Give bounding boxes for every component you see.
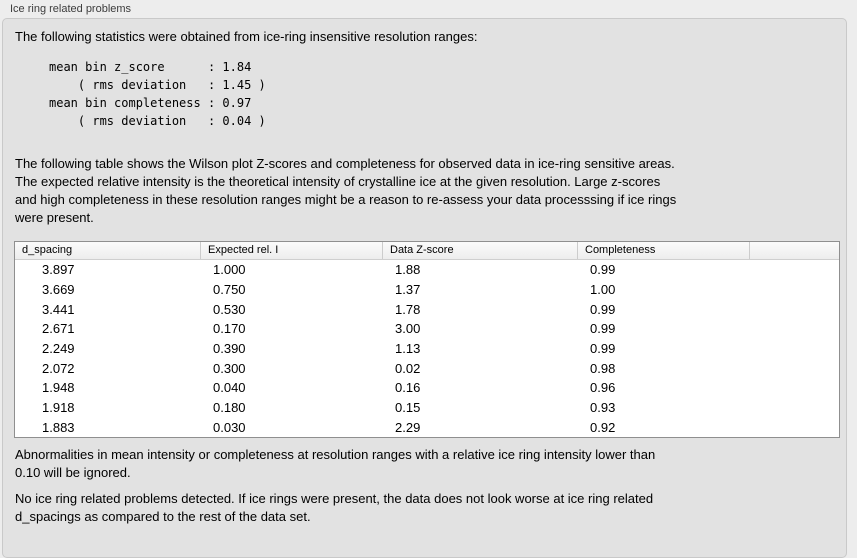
table-cell: 0.99 bbox=[590, 262, 616, 278]
table-cell: 3.441 bbox=[42, 301, 75, 317]
table-cell: 0.390 bbox=[213, 341, 246, 357]
table-cell: 0.040 bbox=[213, 380, 246, 396]
column-header-expected-rel-i[interactable]: Expected rel. I bbox=[200, 242, 382, 259]
column-header-data-z-score[interactable]: Data Z-score bbox=[382, 242, 577, 259]
column-header-filler bbox=[749, 242, 839, 259]
table-cell: 1.948 bbox=[42, 380, 75, 396]
abnormalities-note: Abnormalities in mean intensity or compl… bbox=[15, 447, 656, 480]
table-cell: 0.16 bbox=[395, 380, 421, 396]
table-cell: 0.170 bbox=[213, 321, 246, 337]
table-cell: 0.99 bbox=[590, 301, 616, 317]
table-cell: 3.669 bbox=[42, 282, 75, 297]
table-cell: 1.13 bbox=[395, 341, 421, 357]
table-row[interactable]: 1.948 0.040 0.16 0.96 bbox=[15, 378, 839, 398]
table-cell: 0.180 bbox=[213, 400, 246, 416]
table-cell: 0.15 bbox=[395, 400, 421, 416]
table-header-row: d_spacing Expected rel. I Data Z-score C… bbox=[15, 242, 839, 260]
table-row[interactable]: 2.249 0.390 1.13 0.99 bbox=[15, 339, 839, 359]
table-cell: 0.030 bbox=[213, 419, 246, 435]
table-cell: 1.88 bbox=[395, 262, 421, 278]
intro-text: The following statistics were obtained f… bbox=[15, 29, 478, 44]
stats-block: mean bin z_score : 1.84 ( rms deviation … bbox=[49, 60, 266, 128]
table-cell: 1.883 bbox=[42, 419, 75, 435]
table-row[interactable]: 3.669 0.750 1.37 1.00 bbox=[15, 280, 839, 300]
table-cell: 0.300 bbox=[213, 360, 246, 376]
table-row[interactable]: 1.883 0.030 2.29 0.92 bbox=[15, 417, 839, 437]
table-cell: 2.29 bbox=[395, 419, 421, 435]
table-row[interactable]: 2.671 0.170 3.00 0.99 bbox=[15, 319, 839, 339]
table-cell: 1.918 bbox=[42, 400, 75, 416]
table-cell: 2.072 bbox=[42, 360, 75, 376]
table-cell: 3.00 bbox=[395, 321, 421, 337]
table-cell: 0.99 bbox=[590, 321, 616, 337]
table-row[interactable]: 3.441 0.530 1.78 0.99 bbox=[15, 299, 839, 319]
table-cell: 1.000 bbox=[213, 262, 246, 278]
table-cell: 0.93 bbox=[590, 400, 616, 416]
table-row[interactable]: 2.072 0.300 0.02 0.98 bbox=[15, 358, 839, 378]
table-cell: 3.897 bbox=[42, 262, 75, 278]
table-description: The following table shows the Wilson plo… bbox=[15, 156, 677, 225]
table-cell: 0.92 bbox=[590, 419, 616, 435]
table-row[interactable]: 1.918 0.180 0.15 0.93 bbox=[15, 398, 839, 418]
table-cell: 0.530 bbox=[213, 301, 246, 317]
table-cell: 0.96 bbox=[590, 380, 616, 396]
conclusion-text: No ice ring related problems detected. I… bbox=[15, 491, 654, 524]
table-cell: 1.37 bbox=[395, 282, 421, 297]
table-cell: 1.00 bbox=[590, 282, 616, 297]
table-cell: 2.671 bbox=[42, 321, 75, 337]
table-cell: 2.249 bbox=[42, 341, 75, 357]
table-cell: 0.99 bbox=[590, 341, 616, 357]
table-cell: 1.78 bbox=[395, 301, 421, 317]
table-body: 3.897 1.000 1.88 0.99 3.669 0.750 1.37 1.00 3.44… bbox=[15, 260, 839, 437]
panel-title: Ice ring related problems bbox=[10, 3, 132, 15]
table-cell: 0.750 bbox=[213, 282, 246, 297]
table-row[interactable]: 3.897 1.000 1.88 0.99 bbox=[15, 260, 839, 280]
column-header-d-spacing[interactable]: d_spacing bbox=[22, 244, 73, 256]
ice-ring-groupbox: The following statistics were obtained f… bbox=[2, 18, 847, 558]
table-cell: 0.98 bbox=[590, 360, 616, 376]
ice-ring-table[interactable]: d_spacing Expected rel. I Data Z-score C… bbox=[14, 241, 840, 438]
column-header-completeness[interactable]: Completeness bbox=[577, 242, 749, 259]
table-cell: 0.02 bbox=[395, 360, 421, 376]
